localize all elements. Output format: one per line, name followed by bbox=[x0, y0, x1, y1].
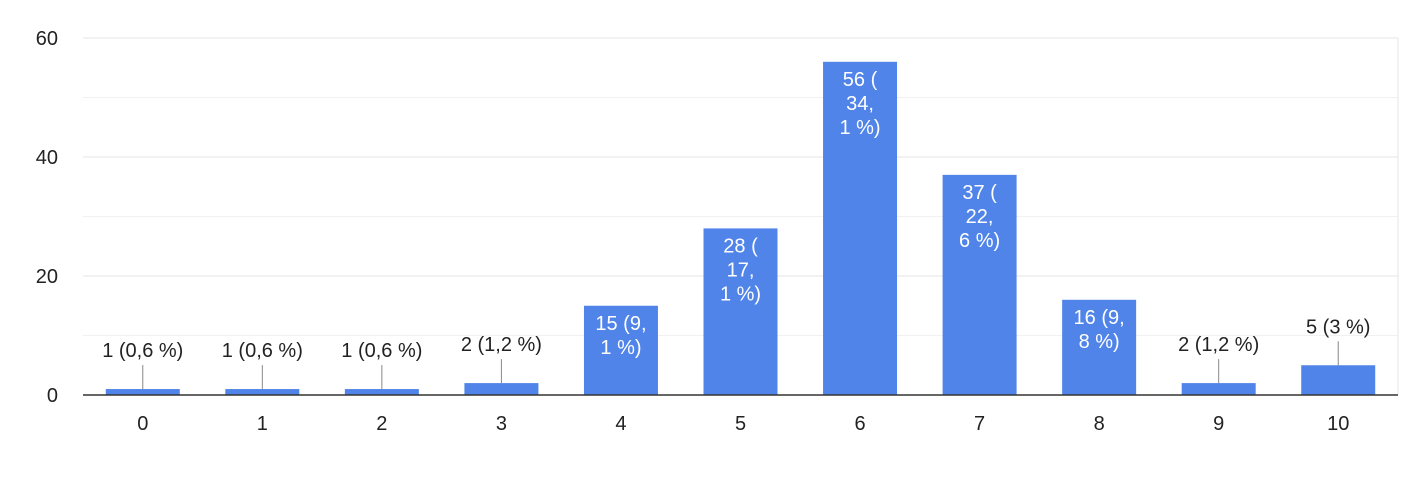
bar-data-label: 2 (1,2 %) bbox=[461, 334, 542, 356]
bar-data-label: 28 ( bbox=[723, 235, 758, 257]
bar-data-label: 15 (9, bbox=[595, 313, 646, 335]
x-tick-label: 0 bbox=[137, 413, 148, 435]
data-labels: 1 (0,6 %) 1 (0,6 %) 1 (0,6 %) 2 (1,2 %) 15 (… bbox=[102, 69, 1370, 390]
axes: 0 20 40 60 0 1 2 3 4 5 6 7 8 9 10 bbox=[36, 28, 1398, 435]
bar-data-label: 17, bbox=[727, 259, 755, 281]
bars bbox=[105, 61, 1376, 396]
x-tick-label: 8 bbox=[1094, 413, 1105, 435]
bar bbox=[225, 389, 300, 395]
x-tick-label: 5 bbox=[735, 413, 746, 435]
x-tick-label: 9 bbox=[1213, 413, 1224, 435]
bar-data-label: 5 (3 %) bbox=[1306, 316, 1370, 338]
bar bbox=[1062, 299, 1137, 395]
y-tick-label: 60 bbox=[36, 28, 58, 50]
bar-data-label: 1 (0,6 %) bbox=[341, 340, 422, 362]
x-tick-label: 4 bbox=[615, 413, 626, 435]
bar-data-label: 56 ( bbox=[843, 69, 878, 91]
x-tick-label: 3 bbox=[496, 413, 507, 435]
bar bbox=[105, 389, 180, 395]
x-tick-label: 7 bbox=[974, 413, 985, 435]
bar bbox=[583, 305, 658, 395]
bar bbox=[464, 383, 539, 395]
bar bbox=[344, 389, 419, 395]
bar-data-label: 6 %) bbox=[959, 230, 1000, 252]
bar-data-label: 22, bbox=[966, 206, 994, 228]
bar-data-label: 1 (0,6 %) bbox=[102, 340, 183, 362]
bar-data-label: 2 (1,2 %) bbox=[1178, 334, 1259, 356]
x-tick-label: 1 bbox=[257, 413, 268, 435]
bar-data-label: 16 (9, bbox=[1074, 307, 1125, 329]
bar bbox=[1301, 365, 1376, 395]
bar-data-label: 37 ( bbox=[962, 182, 997, 204]
y-tick-label: 20 bbox=[36, 266, 58, 288]
bar-data-label: 1 %) bbox=[720, 283, 761, 305]
y-tick-label: 40 bbox=[36, 147, 58, 169]
x-tick-label: 2 bbox=[376, 413, 387, 435]
bar-data-label: 1 %) bbox=[600, 337, 641, 359]
bar bbox=[1181, 383, 1256, 395]
bar bbox=[823, 61, 898, 396]
y-tick-label: 0 bbox=[47, 385, 58, 407]
bar-data-label: 1 %) bbox=[839, 117, 880, 139]
x-tick-label: 10 bbox=[1327, 413, 1349, 435]
x-tick-label: 6 bbox=[854, 413, 865, 435]
bar-data-label: 34, bbox=[846, 93, 874, 115]
bar bbox=[703, 228, 778, 395]
bar-data-label: 8 %) bbox=[1079, 331, 1120, 353]
gridlines bbox=[83, 37, 1399, 395]
bar-data-label: 1 (0,6 %) bbox=[222, 340, 303, 362]
bar bbox=[942, 174, 1017, 395]
